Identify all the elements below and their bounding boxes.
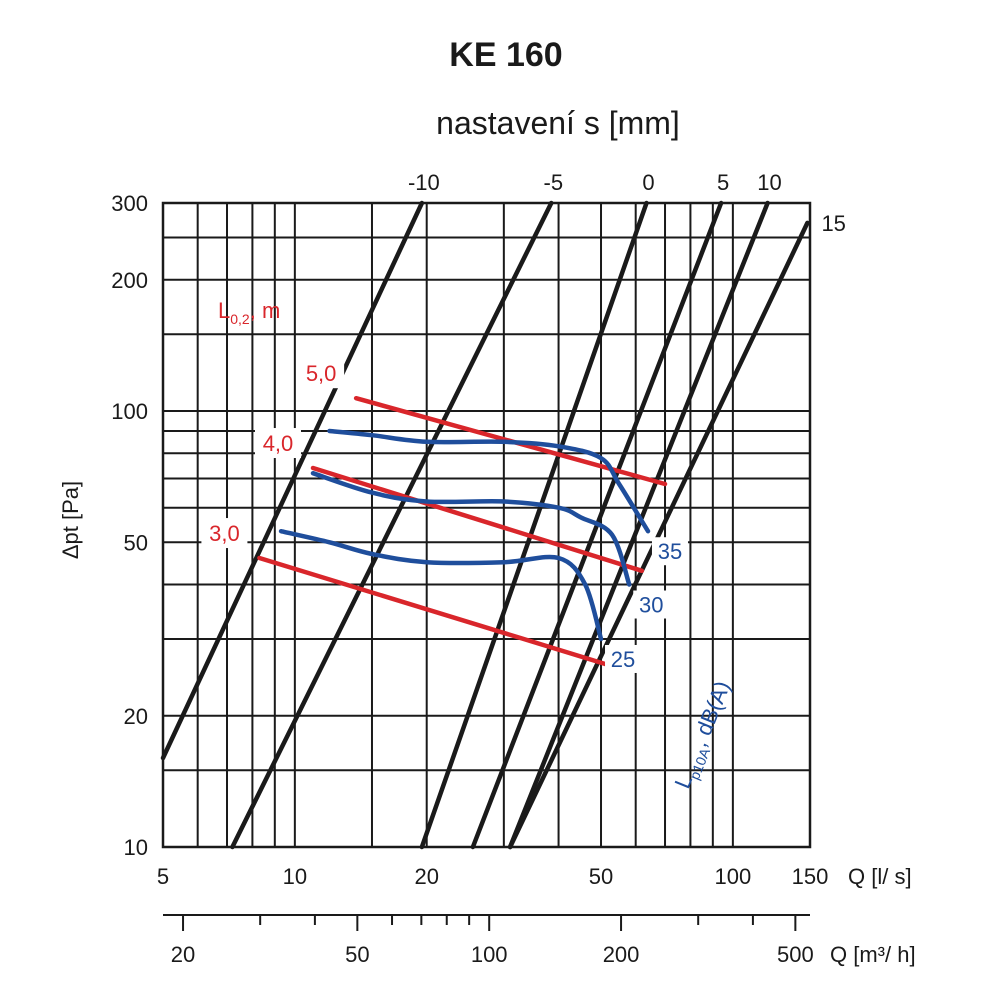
- y-tick-label: 300: [111, 191, 148, 216]
- sound-line: [327, 428, 651, 534]
- y-tick-label: 50: [124, 530, 148, 555]
- throw-line-label: 4,0: [263, 431, 294, 456]
- throw-line: [257, 555, 615, 669]
- throw-line-label: 3,0: [209, 521, 240, 546]
- y-tick-label: 20: [124, 704, 148, 729]
- sound-legend-label: Lp10A, dB(A): [669, 677, 738, 793]
- chart-title: KE 160: [449, 36, 562, 74]
- x-tick-label: 50: [589, 864, 613, 889]
- x-tick-label: 5: [157, 864, 169, 889]
- x2-axis-label: Q [m³/ h]: [830, 942, 916, 967]
- x2-tick-label: 20: [171, 942, 195, 967]
- setting-line-label: 10: [757, 170, 781, 195]
- y-tick-label: 10: [124, 835, 148, 860]
- x2-tick-label: 200: [603, 942, 640, 967]
- throw-lines: [257, 395, 668, 669]
- sound-lines: [278, 428, 651, 642]
- setting-line-label: 15: [821, 211, 845, 236]
- x2-tick-label: 500: [777, 942, 814, 967]
- x2-tick-label: 100: [471, 942, 508, 967]
- x-tick-label: 20: [414, 864, 438, 889]
- plot-frame: [161, 201, 812, 849]
- x2-tick-label: 50: [345, 942, 369, 967]
- plot-border: [161, 201, 812, 849]
- setting-line: [160, 200, 425, 761]
- x-axis-label: Q [l/ s]: [848, 864, 912, 889]
- sound-line-label-bg: [651, 537, 688, 566]
- sound-line-label: 25: [611, 647, 635, 672]
- setting-line: [507, 220, 810, 850]
- throw-line-label-bg: [298, 358, 345, 389]
- throw-line-label-bg: [254, 428, 301, 459]
- setting-line-label: 5: [717, 170, 729, 195]
- setting-line-label: 0: [642, 170, 654, 195]
- y-tick-label: 100: [111, 399, 148, 424]
- throw-line: [310, 465, 645, 574]
- setting-line: [419, 200, 649, 850]
- x-tick-label: 100: [715, 864, 752, 889]
- setting-line-label: -5: [544, 170, 564, 195]
- sound-line: [310, 470, 632, 587]
- throw-legend-label: L0,2, m: [218, 298, 280, 327]
- setting-line: [507, 200, 770, 850]
- y-axis-label: Δpt [Pa]: [58, 481, 83, 559]
- x-tick-label: 150: [792, 864, 829, 889]
- sound-line-label: 30: [639, 593, 663, 618]
- setting-line: [230, 200, 554, 850]
- chart-subtitle: nastavení s [mm]: [436, 105, 680, 141]
- sound-line-label-bg: [605, 644, 642, 673]
- y-tick-label: 200: [111, 268, 148, 293]
- setting-line-label: -10: [408, 170, 440, 195]
- throw-line-label: 5,0: [306, 361, 337, 386]
- sound-line: [278, 528, 604, 642]
- throw-line-label-bg: [201, 518, 248, 549]
- sound-line-label: 35: [658, 539, 682, 564]
- sound-line-label-bg: [633, 590, 670, 619]
- x-tick-label: 10: [283, 864, 307, 889]
